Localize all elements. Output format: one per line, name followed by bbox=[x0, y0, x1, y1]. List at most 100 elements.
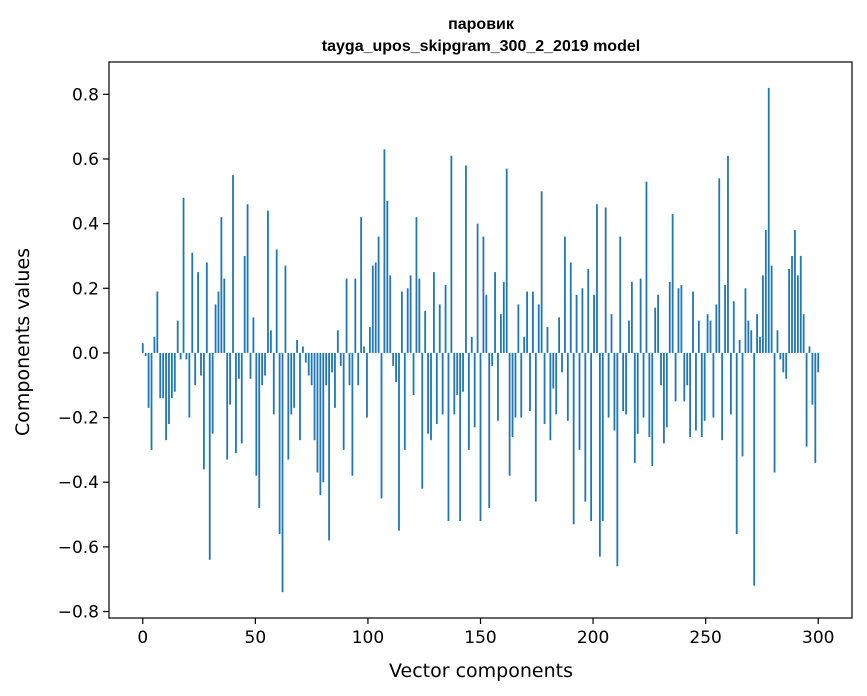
bar bbox=[561, 352, 563, 373]
bar bbox=[176, 320, 179, 353]
bar bbox=[264, 352, 266, 376]
bar bbox=[805, 352, 808, 447]
chart-subtitle: tayga_upos_skipgram_300_2_2019 model bbox=[322, 38, 640, 55]
bar bbox=[718, 178, 721, 353]
bar bbox=[284, 265, 287, 353]
bar bbox=[671, 213, 674, 353]
bar bbox=[258, 352, 261, 509]
bar bbox=[223, 278, 226, 353]
x-tick-label: 300 bbox=[802, 628, 834, 648]
bar bbox=[636, 352, 639, 434]
bar bbox=[214, 304, 217, 353]
bar bbox=[395, 352, 397, 383]
bar bbox=[293, 352, 296, 408]
bar bbox=[386, 201, 389, 353]
bar bbox=[150, 352, 153, 450]
bar bbox=[799, 255, 802, 353]
bar bbox=[808, 346, 811, 353]
y-tick-label: −0.8 bbox=[58, 603, 99, 623]
bar bbox=[558, 317, 561, 353]
y-tick-label: 0.2 bbox=[72, 279, 99, 299]
bar bbox=[511, 352, 514, 437]
bar bbox=[575, 294, 578, 353]
bar bbox=[269, 330, 272, 353]
bar bbox=[776, 330, 779, 353]
bar bbox=[191, 252, 194, 353]
bar bbox=[380, 352, 383, 499]
bar bbox=[552, 352, 555, 389]
bar bbox=[750, 330, 753, 353]
bar bbox=[147, 352, 150, 408]
bar bbox=[211, 352, 214, 434]
bar bbox=[526, 291, 528, 353]
bar bbox=[628, 320, 630, 353]
bar bbox=[296, 340, 298, 353]
bar bbox=[593, 294, 595, 353]
bar bbox=[433, 272, 435, 353]
bar bbox=[156, 291, 159, 353]
bar bbox=[162, 352, 165, 399]
y-tick-label: 0.0 bbox=[72, 344, 99, 364]
bar bbox=[564, 236, 566, 353]
bar bbox=[470, 336, 473, 353]
bar bbox=[229, 352, 232, 405]
bar bbox=[508, 352, 511, 476]
bar bbox=[194, 352, 197, 386]
bar bbox=[459, 352, 462, 522]
bar bbox=[351, 352, 354, 476]
bar bbox=[796, 275, 799, 353]
bar bbox=[307, 352, 310, 376]
bar bbox=[767, 87, 770, 353]
x-axis-label: Vector components bbox=[389, 660, 573, 682]
bar bbox=[566, 352, 569, 421]
bar bbox=[738, 340, 741, 353]
bar bbox=[159, 352, 162, 399]
chart-title: паровик bbox=[448, 16, 515, 33]
x-tick-label: 250 bbox=[689, 628, 721, 648]
bar bbox=[540, 191, 543, 353]
bar bbox=[732, 301, 735, 353]
x-tick-label: 0 bbox=[137, 628, 148, 648]
bar bbox=[392, 352, 395, 366]
bar bbox=[203, 352, 205, 470]
bar bbox=[491, 352, 494, 366]
bar bbox=[756, 314, 758, 353]
bar bbox=[651, 352, 654, 467]
bar bbox=[479, 352, 482, 522]
bar bbox=[697, 320, 700, 353]
bar bbox=[692, 291, 694, 353]
bar bbox=[363, 346, 365, 353]
bar bbox=[779, 352, 782, 360]
bar bbox=[220, 217, 223, 353]
bar bbox=[762, 275, 764, 353]
bar bbox=[497, 352, 499, 421]
bar bbox=[485, 294, 488, 353]
bar bbox=[523, 336, 526, 353]
bar bbox=[243, 255, 246, 353]
bar bbox=[450, 155, 453, 353]
bar bbox=[304, 352, 307, 363]
bar bbox=[368, 327, 371, 353]
bar bbox=[319, 352, 322, 496]
bar bbox=[438, 304, 441, 353]
bar bbox=[645, 181, 648, 353]
bar bbox=[322, 352, 325, 483]
bar bbox=[302, 346, 304, 353]
bar bbox=[782, 352, 785, 373]
bar bbox=[517, 304, 520, 353]
bar bbox=[348, 352, 351, 386]
bar bbox=[182, 197, 185, 353]
bar bbox=[360, 217, 363, 353]
bar bbox=[555, 352, 558, 415]
bar bbox=[299, 352, 301, 441]
bar bbox=[403, 352, 406, 450]
bar bbox=[520, 352, 523, 418]
bar bbox=[569, 262, 572, 353]
bar bbox=[601, 352, 604, 522]
bar bbox=[237, 352, 240, 379]
bar bbox=[529, 352, 531, 412]
y-tick-label: 0.6 bbox=[72, 150, 99, 170]
bar bbox=[334, 352, 336, 408]
bar bbox=[252, 317, 255, 353]
bar bbox=[453, 352, 456, 415]
